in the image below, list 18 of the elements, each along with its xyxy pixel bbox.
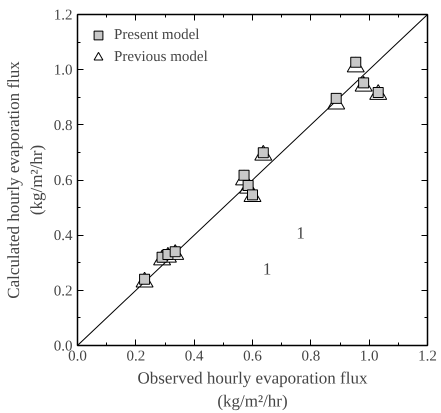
y-axis-title: Calculated hourly evaporation flux (kg/m²/hr) — [4, 60, 46, 299]
y-tick-label: 0.8 — [54, 118, 72, 134]
y-tick-label: 0.6 — [54, 173, 73, 189]
y-tick-label: 1.2 — [54, 8, 72, 24]
x-axis-title: Observed hourly evaporation flux (kg/m²/hr) — [138, 368, 368, 410]
legend-label: Present model — [114, 26, 200, 44]
x-tick-label: 0.2 — [126, 348, 146, 364]
x-tick-label: 1.0 — [360, 348, 379, 364]
annotation: 1 — [262, 259, 272, 278]
y-tick-label: 1.0 — [54, 62, 72, 79]
legend-label: Previous model — [114, 48, 208, 66]
y-tick-label: 0.2 — [54, 283, 72, 300]
x-tick-label: 0.6 — [243, 348, 262, 364]
x-tick-label: 1.2 — [418, 348, 437, 364]
x-tick-label: 0.4 — [184, 348, 204, 364]
y-tick-label: 0.4 — [54, 228, 73, 244]
annotation: 1 — [296, 223, 305, 242]
x-tick-label: 0.8 — [301, 348, 320, 364]
